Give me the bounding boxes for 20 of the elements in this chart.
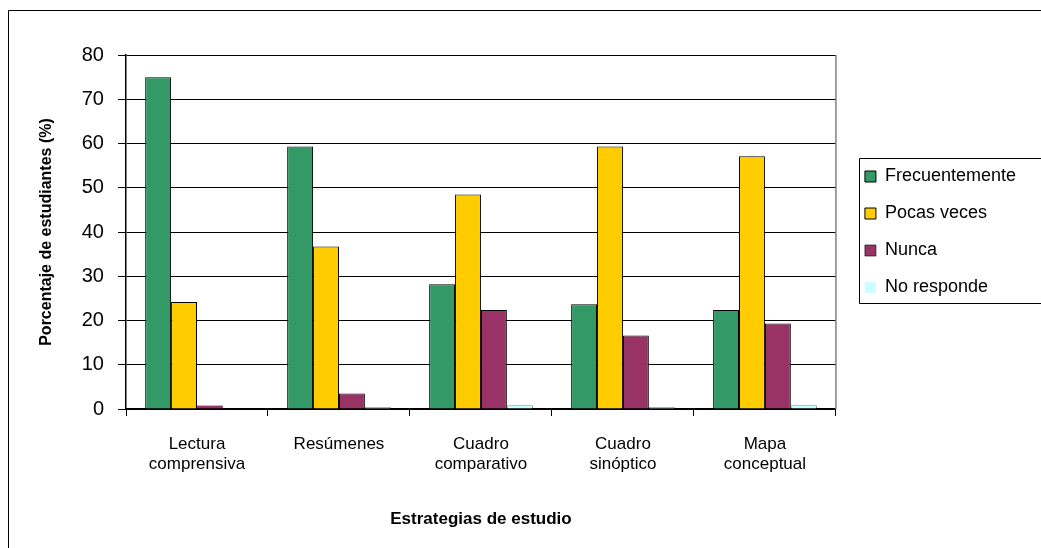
y-tick-label: 80 (81, 42, 104, 65)
y-tick-label: 20 (81, 308, 104, 331)
y-tick-label: 30 (81, 263, 104, 286)
y-tick-label: 60 (81, 131, 104, 154)
legend-label: Nunca (884, 239, 938, 260)
y-tick-label: 70 (81, 86, 104, 109)
x-axis-title: Estrategias de estudio (390, 509, 572, 529)
x-tick-label: Cuadro sinóptico (589, 433, 657, 474)
legend-label: Frecuentemente (884, 165, 1017, 186)
x-tick-label: Cuadro comparativo (434, 433, 528, 474)
x-tick-label: Resúmenes (293, 433, 385, 453)
legend-label: Pocas veces (884, 202, 987, 223)
y-tick-label: 40 (81, 219, 104, 242)
y-tick-label: 0 (92, 396, 104, 419)
y-tick-label: 50 (81, 175, 104, 198)
legend-label: No responde (884, 276, 989, 297)
y-tick-label: 10 (81, 352, 104, 375)
y-axis-title: Porcentaje de estudiantes (%) (37, 118, 55, 346)
x-tick-label: Lectura comprensiva (148, 433, 246, 474)
x-tick-label: Mapa conceptual (723, 433, 807, 474)
